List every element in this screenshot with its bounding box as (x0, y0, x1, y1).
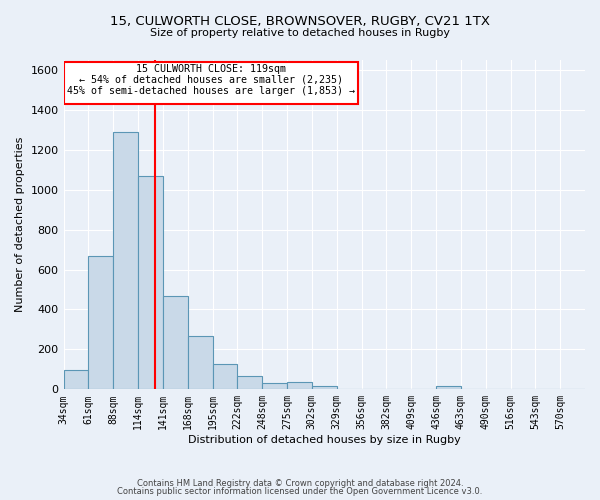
Text: 15 CULWORTH CLOSE: 119sqm: 15 CULWORTH CLOSE: 119sqm (136, 64, 286, 74)
Text: Contains public sector information licensed under the Open Government Licence v3: Contains public sector information licen… (118, 487, 482, 496)
FancyBboxPatch shape (64, 62, 358, 104)
Text: 15, CULWORTH CLOSE, BROWNSOVER, RUGBY, CV21 1TX: 15, CULWORTH CLOSE, BROWNSOVER, RUGBY, C… (110, 15, 490, 28)
Bar (138, 176, 163, 390)
Bar (64, 370, 88, 390)
Bar (188, 336, 212, 390)
Bar (88, 256, 113, 390)
Text: Contains HM Land Registry data © Crown copyright and database right 2024.: Contains HM Land Registry data © Crown c… (137, 478, 463, 488)
Bar (262, 384, 287, 390)
Bar (238, 376, 262, 390)
Text: 45% of semi-detached houses are larger (1,853) →: 45% of semi-detached houses are larger (… (67, 86, 355, 97)
Text: Size of property relative to detached houses in Rugby: Size of property relative to detached ho… (150, 28, 450, 38)
Bar (287, 382, 312, 390)
Y-axis label: Number of detached properties: Number of detached properties (15, 137, 25, 312)
Bar (163, 296, 188, 390)
Text: ← 54% of detached houses are smaller (2,235): ← 54% of detached houses are smaller (2,… (79, 74, 343, 85)
Bar (212, 364, 238, 390)
Bar (113, 132, 138, 390)
X-axis label: Distribution of detached houses by size in Rugby: Distribution of detached houses by size … (188, 435, 461, 445)
Bar (436, 386, 461, 390)
Bar (312, 386, 337, 390)
